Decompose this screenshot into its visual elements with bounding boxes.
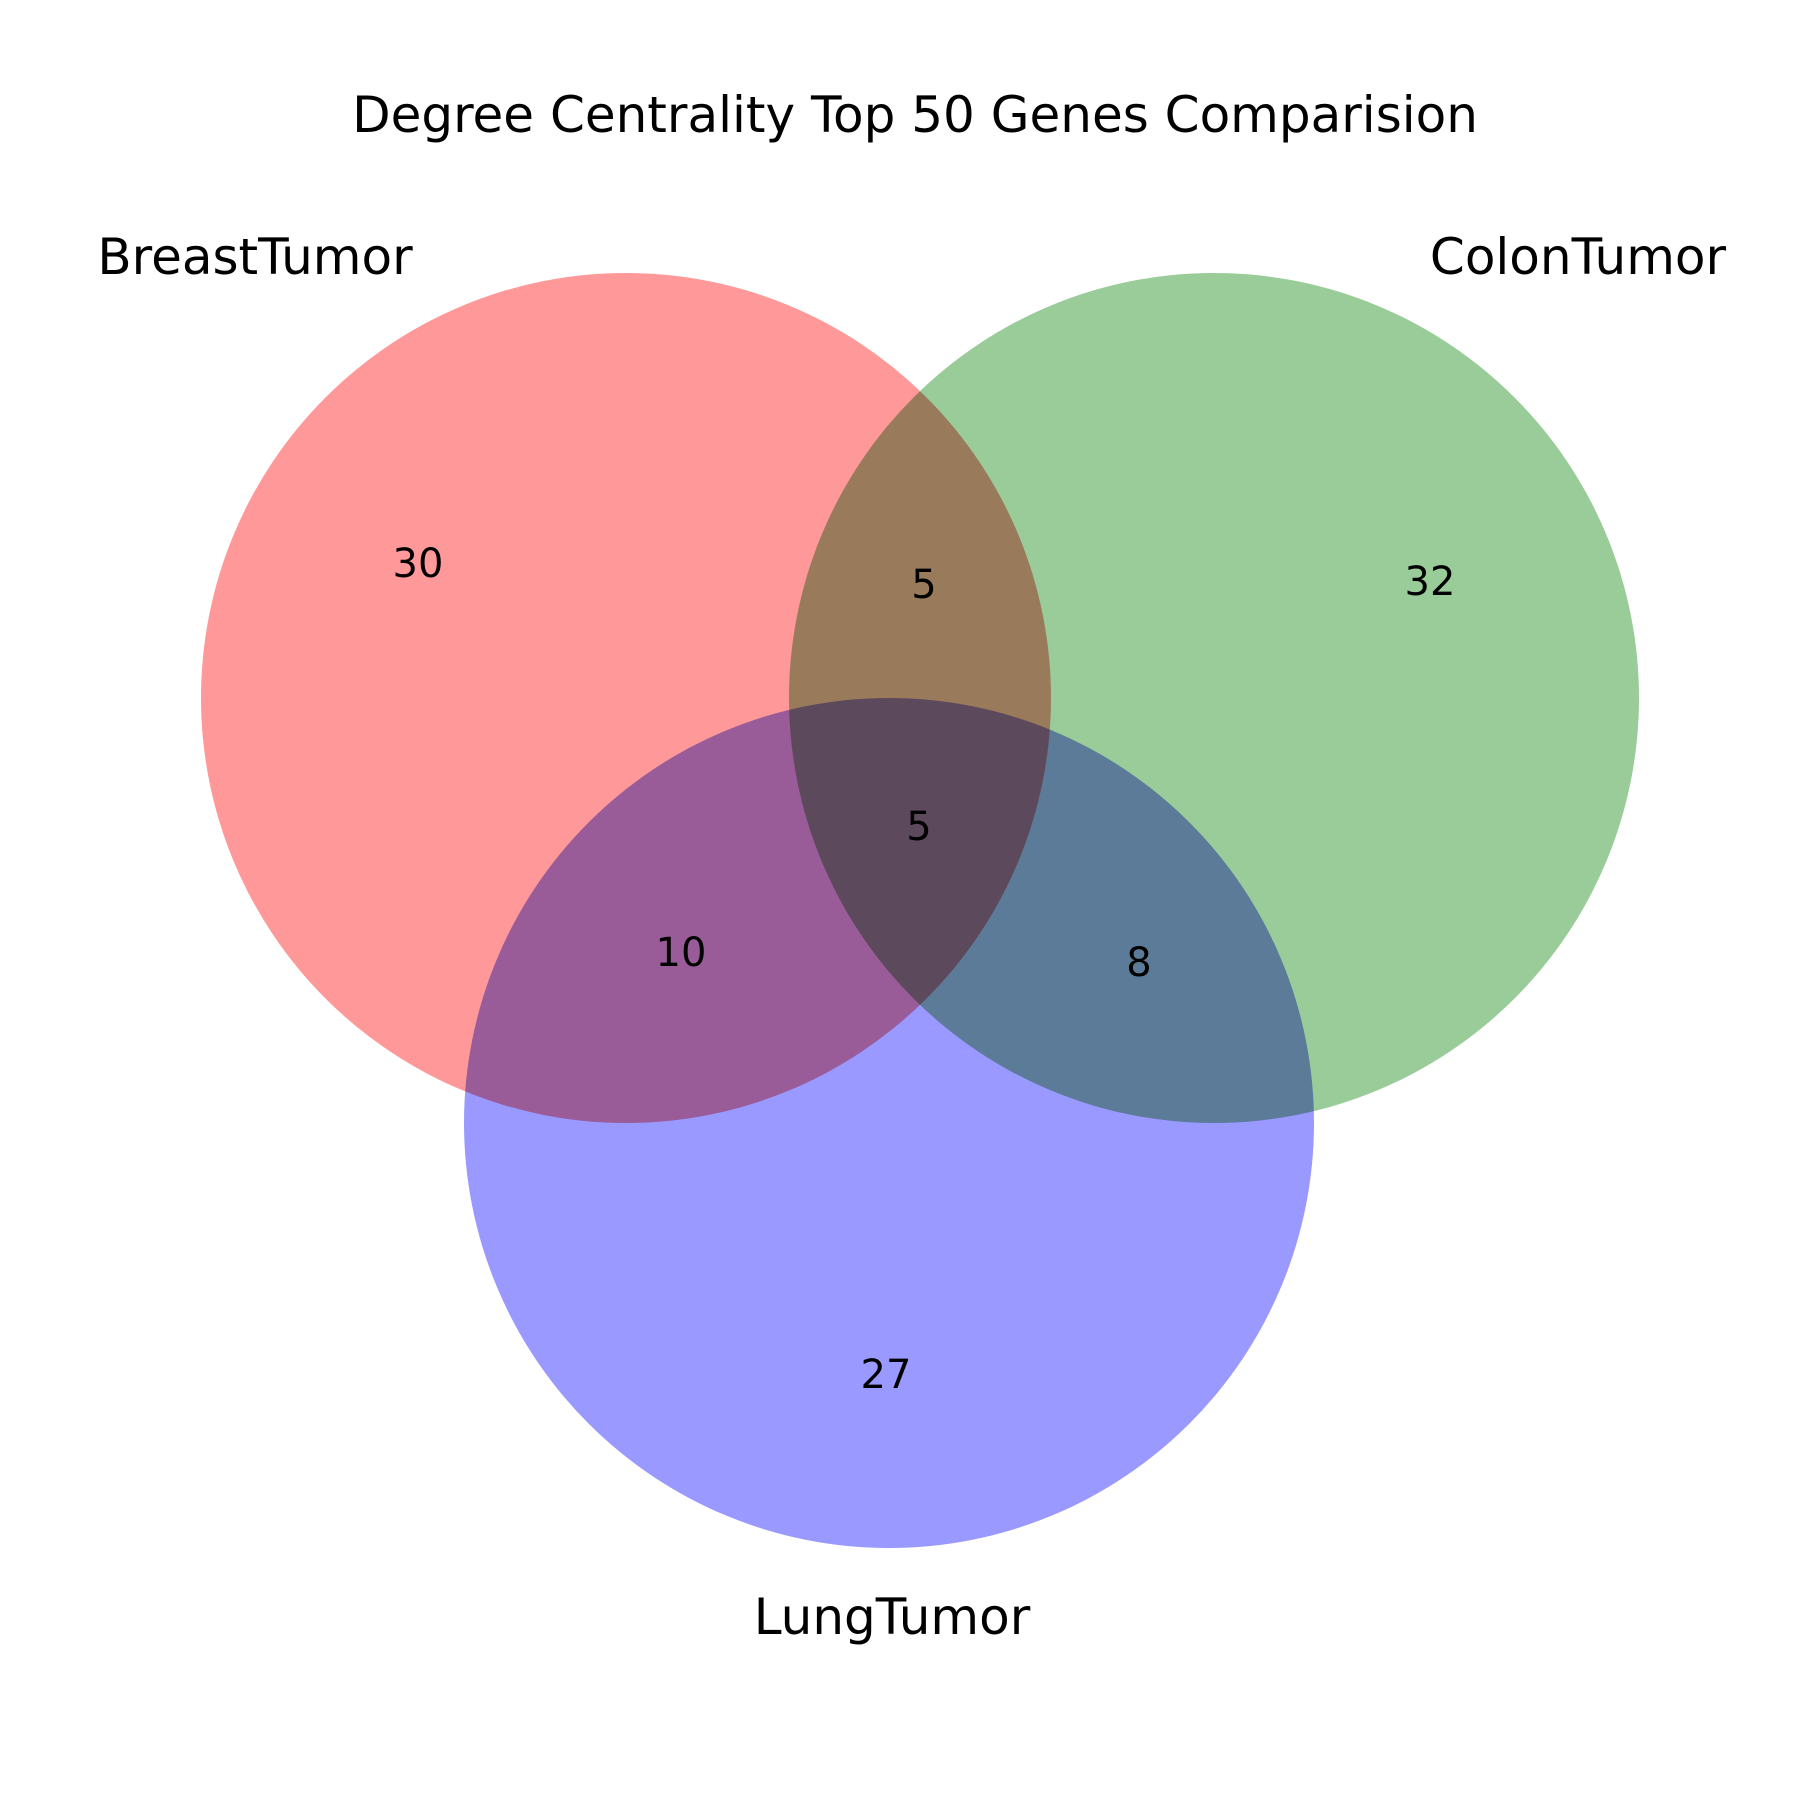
count-colon-lung: 8 bbox=[1126, 940, 1151, 986]
set-labels: BreastTumor ColonTumor LungTumor bbox=[97, 228, 1726, 1646]
breast-tumor-label: BreastTumor bbox=[97, 228, 413, 286]
lung-tumor-label: LungTumor bbox=[754, 1588, 1031, 1646]
count-breast-colon: 5 bbox=[911, 562, 936, 608]
lung-tumor-circle bbox=[464, 698, 1314, 1548]
count-lung-only: 27 bbox=[861, 1352, 912, 1398]
region-counts: 30 32 27 5 10 8 5 bbox=[393, 541, 1456, 1398]
set-circles bbox=[201, 273, 1639, 1548]
colon-tumor-label: ColonTumor bbox=[1430, 228, 1727, 286]
count-breast-only: 30 bbox=[393, 541, 444, 587]
count-colon-only: 32 bbox=[1405, 559, 1456, 605]
diagram-title: Degree Centrality Top 50 Genes Comparisi… bbox=[352, 86, 1478, 144]
count-all-three: 5 bbox=[906, 804, 931, 850]
count-breast-lung: 10 bbox=[656, 930, 707, 976]
